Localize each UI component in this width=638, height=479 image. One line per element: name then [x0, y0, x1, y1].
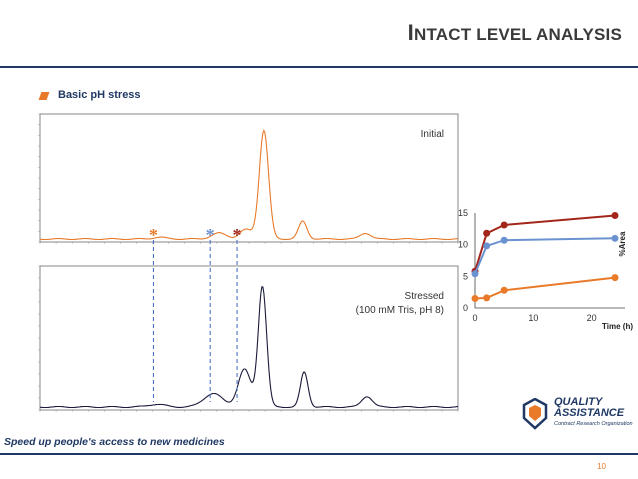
logo-mark-icon: [522, 398, 548, 430]
area-vs-time-panel: 0 5 10 15 0 10 20 Time (h) %Area: [458, 208, 633, 331]
series-line-0: [474, 214, 616, 272]
series-0-point: [500, 221, 508, 229]
page-number: 10: [597, 462, 606, 471]
page-title: INTACT LEVEL ANALYSIS: [408, 20, 622, 46]
chromatogram-stressed-frame: [39, 265, 459, 411]
stressed-label: Stressed: [405, 291, 444, 302]
chromatogram-initial-frame: [39, 113, 459, 243]
x-axis-label: Time (h): [602, 322, 633, 331]
logo-line3: Contract Research Organization: [554, 421, 633, 427]
stressed-condition-label: (100 mM Tris, pH 8): [356, 305, 444, 316]
series-2-point: [483, 294, 491, 302]
title-first-letter: I: [407, 20, 414, 45]
peak-marker-0: *: [149, 225, 158, 245]
series-1-point: [500, 236, 508, 244]
initial-label: Initial: [421, 129, 444, 140]
y-tick-label: 10: [458, 240, 468, 250]
peak-marker-2: *: [233, 225, 242, 245]
series-0-point: [611, 212, 619, 220]
chromatogram-stressed-panel: [38, 265, 459, 412]
subtitle: Basic pH stress: [58, 89, 141, 101]
y-tick-label: 15: [458, 208, 468, 218]
chromatogram-initial-trace: [39, 129, 459, 241]
logo-line2: ASSISTANCE: [554, 407, 625, 419]
tagline: Speed up people's access to new medicine…: [4, 436, 225, 448]
series-1-point: [471, 270, 479, 278]
footer-rule: [0, 453, 638, 455]
x-tick-label: 0: [472, 313, 477, 323]
series-2-point: [611, 274, 619, 282]
title-rest: NTACT LEVEL ANALYSIS: [413, 25, 622, 44]
chromatogram-stressed-trace: [39, 286, 458, 409]
logo-line1: QUALITY: [554, 396, 603, 408]
series-1-point: [611, 234, 619, 242]
series-2-point: [471, 295, 479, 302]
y-tick-label: 5: [463, 271, 468, 281]
company-logo: QUALITY ASSISTANCE Contract Research Org…: [522, 396, 633, 442]
series-line-1: [474, 237, 616, 275]
series-1-point: [483, 242, 491, 250]
y-tick-label: 0: [463, 303, 468, 313]
x-tick-label: 10: [528, 313, 538, 323]
series-line-2: [474, 276, 616, 300]
y-axis-label: %Area: [618, 231, 627, 256]
peak-marker-1: *: [206, 225, 215, 245]
chromatogram-initial-panel: [38, 113, 459, 244]
header-rule: [0, 66, 638, 68]
series-0-point: [483, 229, 491, 237]
x-tick-label: 20: [587, 313, 597, 323]
series-2-point: [500, 286, 508, 294]
